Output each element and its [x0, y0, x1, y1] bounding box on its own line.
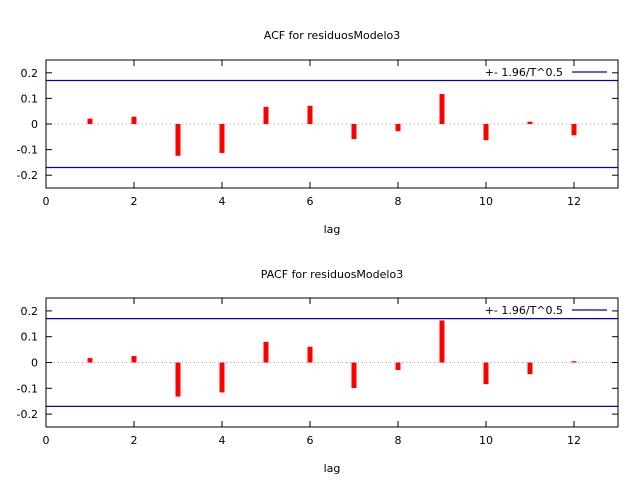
bar-lag-1	[87, 118, 93, 124]
bar-lag-9	[439, 94, 445, 124]
x-tick-label: 8	[395, 434, 402, 447]
bar-lag-4	[219, 124, 225, 153]
x-tick-label: 6	[307, 195, 314, 208]
bar-lag-11	[527, 121, 533, 124]
bar-lag-3	[175, 124, 181, 156]
bar-lag-5	[263, 106, 269, 124]
y-tick-label: -0.2	[17, 169, 38, 182]
x-tick-label: 12	[567, 434, 581, 447]
y-tick-label: 0	[31, 357, 38, 370]
bar-lag-12	[571, 361, 577, 363]
bar-lag-7	[351, 124, 357, 140]
bar-lag-6	[307, 105, 313, 124]
x-tick-label: 12	[567, 195, 581, 208]
x-tick-label: 4	[219, 195, 226, 208]
chart-title: PACF for residuosModelo3	[261, 268, 403, 281]
x-tick-label: 8	[395, 195, 402, 208]
bar-lag-12	[571, 124, 577, 136]
bar-lag-10	[483, 362, 489, 385]
x-axis-label: lag	[324, 223, 341, 236]
chart-title: ACF for residuosModelo3	[264, 29, 400, 42]
bar-lag-3	[175, 362, 181, 397]
x-tick-label: 2	[131, 195, 138, 208]
acf-panel: ACF for residuosModelo3 0.2 0.1 0 -0.1 -0.2 0 2…	[17, 29, 619, 236]
y-tick-label: 0.1	[21, 331, 39, 344]
bar-lag-9	[439, 320, 445, 363]
bar-lag-5	[263, 341, 269, 363]
x-tick-label: 2	[131, 434, 138, 447]
bar-lag-1	[87, 358, 93, 363]
y-tick-label: 0	[31, 118, 38, 131]
bar-lag-2	[131, 356, 137, 363]
legend-label: +- 1.96/T^0.5	[485, 66, 563, 79]
x-axis-label: lag	[324, 462, 341, 475]
bar-lag-8	[395, 362, 401, 370]
bar-lag-8	[395, 124, 401, 132]
x-tick-label: 0	[43, 434, 50, 447]
bar-lag-11	[527, 362, 533, 375]
x-tick-label: 6	[307, 434, 314, 447]
legend-label: +- 1.96/T^0.5	[485, 304, 563, 317]
bar-lag-2	[131, 116, 137, 124]
y-tick-label: -0.1	[17, 144, 38, 157]
x-tick-label: 0	[43, 195, 50, 208]
x-tick-label: 4	[219, 434, 226, 447]
y-tick-label: -0.1	[17, 382, 38, 395]
bar-lag-7	[351, 362, 357, 389]
bar-lag-10	[483, 124, 489, 141]
y-tick-label: 0.1	[21, 92, 39, 105]
x-tick-label: 10	[479, 434, 493, 447]
bar-lag-4	[219, 362, 225, 393]
x-tick-label: 10	[479, 195, 493, 208]
pacf-panel: PACF for residuosModelo3 0.2 0.1 0 -0.1 -0.2 0…	[17, 268, 619, 475]
y-tick-label: 0.2	[21, 67, 39, 80]
y-tick-label: 0.2	[21, 305, 39, 318]
y-tick-label: -0.2	[17, 408, 38, 421]
bar-lag-6	[307, 346, 313, 363]
